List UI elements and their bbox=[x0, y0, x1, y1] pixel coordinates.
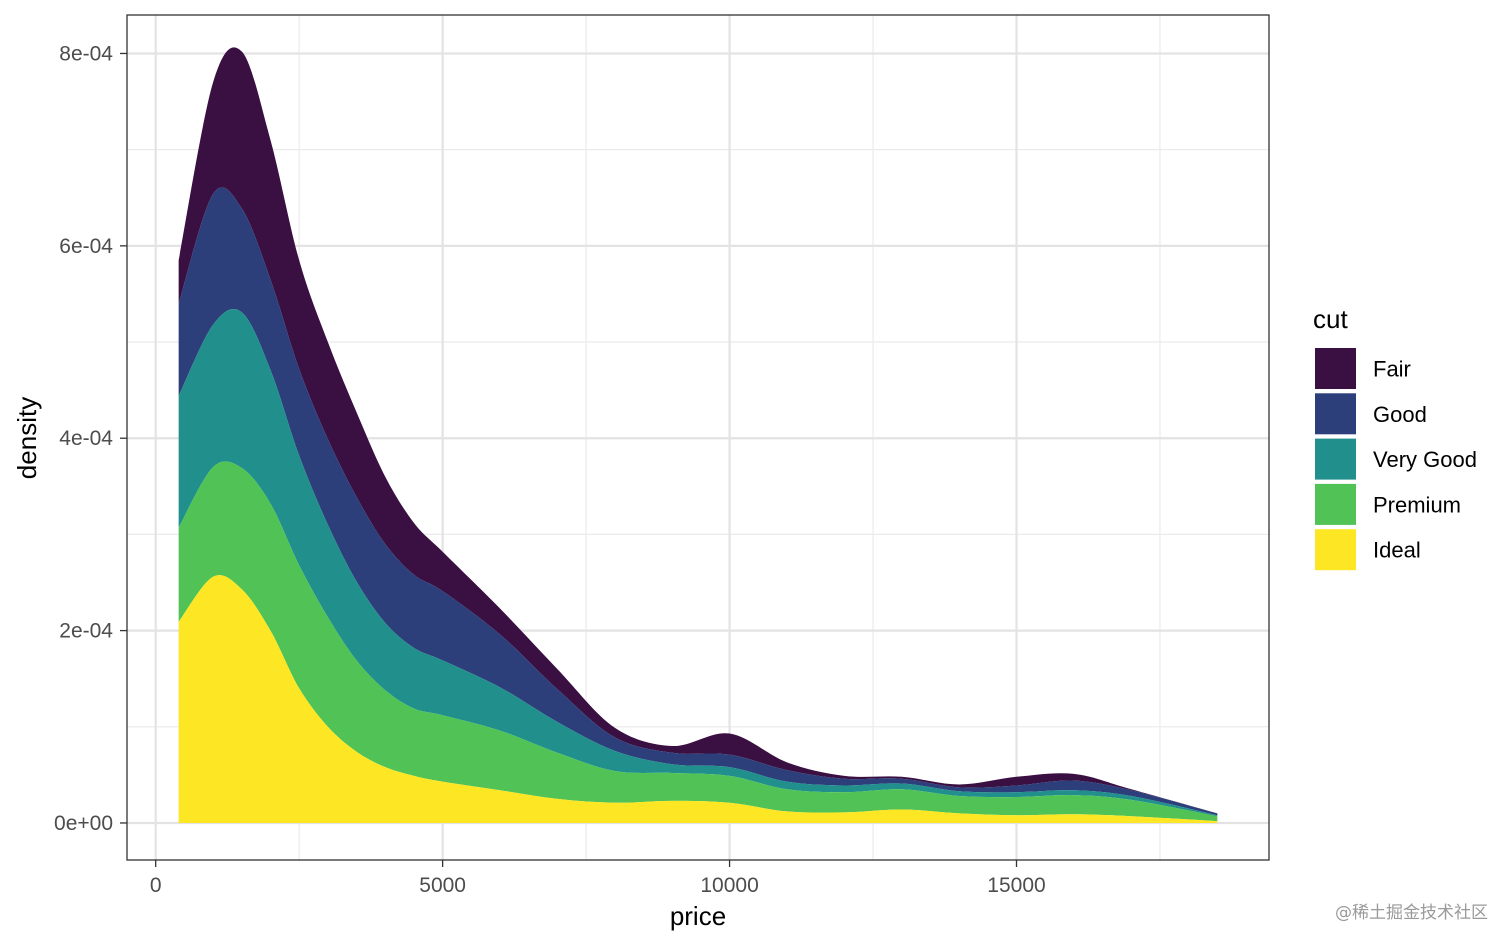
legend-key-good bbox=[1315, 393, 1356, 435]
x-tick-label: 10000 bbox=[700, 874, 758, 897]
y-tick-label: 4e-04 bbox=[59, 427, 113, 450]
area-good bbox=[178, 187, 1218, 816]
area-very-good bbox=[178, 308, 1218, 817]
legend-key-fair bbox=[1315, 348, 1356, 389]
y-tick-label: 6e-04 bbox=[59, 235, 113, 258]
legend-label-fair: Fair bbox=[1373, 357, 1411, 382]
area-ideal bbox=[178, 575, 1218, 823]
x-axis: 0 5000 10000 15000 bbox=[150, 860, 1046, 897]
x-axis-title: price bbox=[670, 901, 726, 931]
legend-key-very-good bbox=[1315, 438, 1356, 480]
x-tick-label: 0 bbox=[150, 874, 162, 897]
area-premium bbox=[178, 461, 1218, 822]
y-tick-label: 0e+00 bbox=[54, 812, 113, 835]
legend: cut Fair Good Very Good Premium Ideal bbox=[1313, 304, 1477, 571]
density-areas bbox=[178, 47, 1218, 823]
x-tick-label: 15000 bbox=[987, 874, 1045, 897]
y-tick-label: 2e-04 bbox=[59, 620, 113, 643]
legend-label-premium: Premium bbox=[1373, 492, 1461, 517]
legend-label-good: Good bbox=[1373, 402, 1427, 427]
plot-panel-border bbox=[126, 14, 1270, 861]
x-tick-label: 5000 bbox=[419, 874, 466, 897]
legend-title: cut bbox=[1313, 304, 1348, 334]
y-axis-title: density bbox=[12, 397, 42, 479]
watermark: @稀土掘金技术社区 bbox=[1335, 903, 1488, 923]
legend-key-ideal bbox=[1315, 529, 1356, 571]
legend-label-very-good: Very Good bbox=[1373, 447, 1477, 472]
legend-label-ideal: Ideal bbox=[1373, 538, 1421, 563]
y-axis: 0e+00 2e-04 4e-04 6e-04 8e-04 bbox=[54, 42, 127, 835]
legend-key-premium bbox=[1315, 483, 1356, 525]
y-tick-label: 8e-04 bbox=[59, 42, 113, 65]
